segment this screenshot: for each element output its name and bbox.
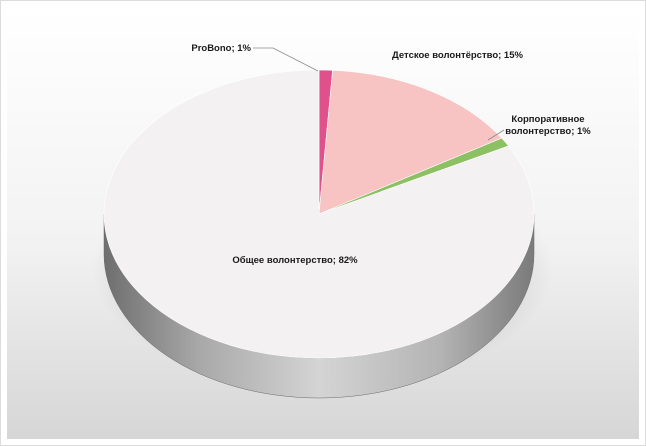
data-label-0: ProBono; 1% (191, 43, 251, 54)
data-label-2: Корпоративное волонтерство; 1% (505, 114, 591, 137)
pie-chart: ProBono; 1% Детское волонтёрство; 15% Корп… (7, 9, 639, 439)
plot-area: ProBono; 1% Детское волонтёрство; 15% Корп… (7, 9, 639, 439)
data-label-1: Детское волонтёрство; 15% (392, 50, 524, 61)
pie-slice-1 (318, 69, 503, 215)
leader-line-0 (253, 47, 319, 72)
pie-slice-3 (103, 69, 535, 359)
data-label-3: Общее волонтерство; 82% (232, 255, 358, 266)
leader-line-2 (487, 129, 505, 141)
